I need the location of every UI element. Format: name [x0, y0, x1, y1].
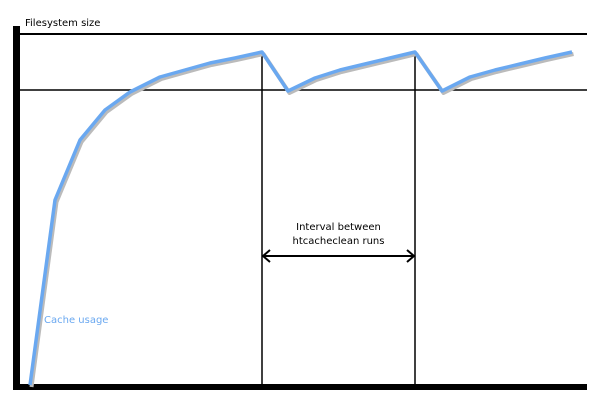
interval-label: Interval between htcacheclean runs [262, 221, 415, 249]
interval-label-line2: htcacheclean runs [292, 236, 385, 247]
y-axis [13, 26, 20, 390]
cache-usage-shadow [29, 52, 574, 388]
interval-label-line1: Interval between [296, 222, 381, 233]
interval-arrow [261, 249, 416, 263]
cache-usage-label: Cache usage [44, 315, 109, 326]
cache-usage-curve [28, 50, 573, 386]
y-axis-label: Filesystem size [25, 18, 101, 29]
x-axis [13, 384, 587, 390]
